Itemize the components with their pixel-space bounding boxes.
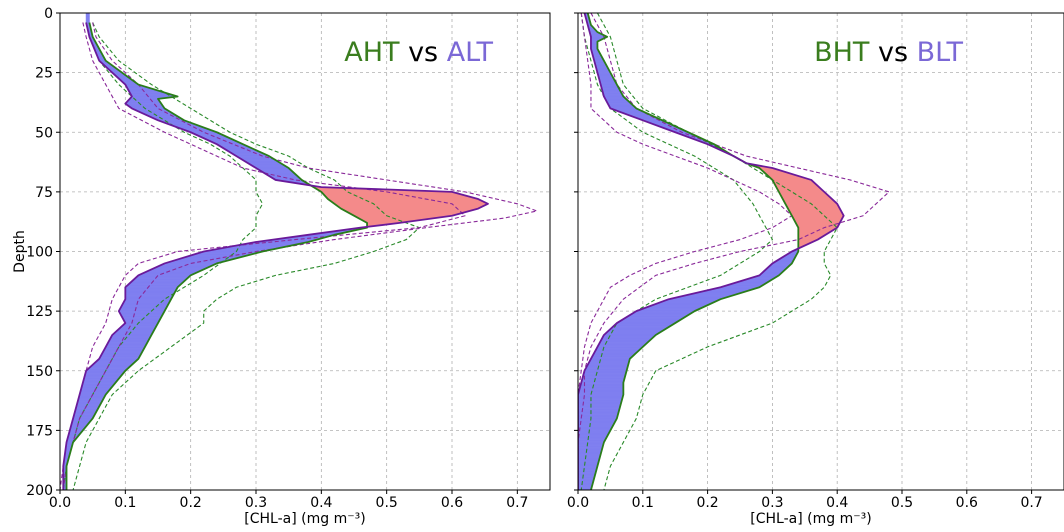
chart-title: AHT vs ALT bbox=[344, 37, 493, 68]
series-line-low-lower bbox=[60, 22, 466, 490]
series-lines bbox=[578, 13, 890, 490]
chart-title-part: BHT bbox=[814, 37, 870, 68]
series-line-low-upper bbox=[62, 22, 538, 490]
y-tick-label: 100 bbox=[26, 245, 53, 261]
x-tick-label: 0.1 bbox=[114, 495, 136, 511]
x-tick-label: 0.5 bbox=[891, 495, 913, 511]
y-tick-label: 25 bbox=[35, 66, 53, 82]
y-tick-label: 200 bbox=[26, 483, 53, 499]
x-axis: 0.0 0.1 0.2 0.3 0.4 0.5 0.6 0.7 bbox=[49, 490, 528, 511]
chart-title-part: vs bbox=[399, 37, 446, 68]
x-tick-label: 0.0 bbox=[49, 495, 71, 511]
x-tick-label: 0.6 bbox=[441, 495, 463, 511]
x-tick-label: 0.5 bbox=[376, 495, 398, 511]
y-tick-label: 75 bbox=[35, 185, 53, 201]
y-tick-label: 150 bbox=[26, 364, 53, 380]
y-tick-label: 125 bbox=[26, 304, 53, 320]
series-line-mean-low bbox=[578, 13, 845, 490]
series-line-high-upper bbox=[596, 13, 838, 490]
x-tick-label: 0.1 bbox=[632, 495, 654, 511]
x-tick-label: 0.2 bbox=[180, 495, 202, 511]
series-line-low-upper bbox=[578, 13, 890, 490]
chart-panel-right: 0.0 0.1 0.2 0.3 0.4 0.5 0.6 0.7 [CHL-a] (mg m⁻³)… bbox=[567, 12, 1064, 527]
y-tick-label: 175 bbox=[26, 423, 53, 439]
series-lines bbox=[60, 22, 538, 490]
chart-title-part: vs bbox=[869, 37, 916, 68]
x-tick-label: 0.2 bbox=[696, 495, 718, 511]
x-tick-label: 0.4 bbox=[310, 495, 332, 511]
y-tick-label: 0 bbox=[44, 6, 53, 22]
series-line-mean-high bbox=[586, 13, 800, 490]
y-axis bbox=[574, 12, 578, 491]
series-line-low-lower bbox=[578, 13, 793, 490]
x-tick-label: 0.3 bbox=[761, 495, 783, 511]
x-axis: 0.0 0.1 0.2 0.3 0.4 0.5 0.6 0.7 bbox=[567, 490, 1043, 511]
x-axis-label: [CHL-a] (mg m⁻³) bbox=[750, 511, 871, 527]
y-axis: 0 25 50 75 100 125 150 175 200 bbox=[26, 6, 60, 499]
grid-lines bbox=[60, 13, 550, 490]
chart-title-part: ALT bbox=[447, 37, 494, 68]
series-line-mean-low bbox=[62, 22, 489, 490]
x-tick-label: 0.7 bbox=[506, 495, 528, 511]
chart-panel-left: 0.0 0.1 0.2 0.3 0.4 0.5 0.6 0.7 [CHL-a] (mg m⁻³)… bbox=[12, 6, 551, 527]
x-axis-label: [CHL-a] (mg m⁻³) bbox=[244, 511, 365, 527]
grid-lines bbox=[578, 13, 1064, 490]
series-line-high-upper bbox=[72, 22, 420, 490]
x-tick-label: 0.3 bbox=[245, 495, 267, 511]
series-line-high-lower bbox=[62, 22, 264, 490]
chart-title: BHT vs BLT bbox=[814, 37, 963, 68]
chart-title-part: AHT bbox=[344, 37, 400, 68]
y-axis-label: Depth bbox=[12, 230, 28, 273]
x-tick-label: 0.7 bbox=[1020, 495, 1042, 511]
x-tick-label: 0.6 bbox=[956, 495, 978, 511]
chart-title-part: BLT bbox=[917, 37, 964, 68]
x-tick-label: 0.4 bbox=[826, 495, 848, 511]
x-tick-label: 0.0 bbox=[567, 495, 589, 511]
y-tick-label: 50 bbox=[35, 125, 53, 141]
